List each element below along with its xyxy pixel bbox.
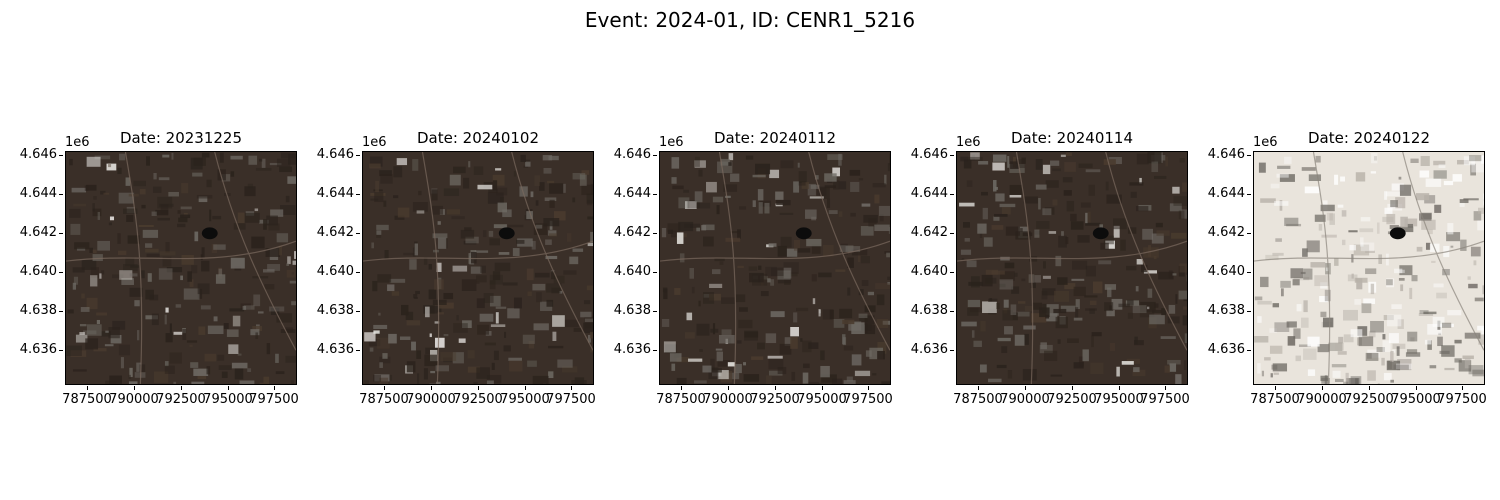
- y-offset-label: 1e6: [1253, 135, 1278, 150]
- x-tick-label: 795000: [1089, 386, 1149, 408]
- panel-2: Date: 20240102: [362, 0, 662, 500]
- panel-title: Date: 20231225: [119, 129, 243, 147]
- y-tick-label: 4.644: [898, 186, 954, 202]
- y-tick-label: 4.644: [7, 186, 63, 202]
- y-tick-label: 4.642: [898, 225, 954, 241]
- y-tick-label: 4.646: [7, 147, 63, 163]
- y-tick-label: 4.638: [1195, 303, 1251, 319]
- y-tick-label: 4.640: [7, 264, 63, 280]
- satellite-image: [65, 151, 297, 385]
- x-tick-label: 795000: [495, 386, 555, 408]
- satellite-image: [1253, 151, 1485, 385]
- x-tick-label: 787500: [1245, 386, 1305, 408]
- x-tick-label: 790000: [698, 386, 758, 408]
- y-tick-label: 4.638: [898, 303, 954, 319]
- y-tick-label: 4.640: [601, 264, 657, 280]
- y-tick-label: 4.636: [7, 342, 63, 358]
- y-tick-label: 4.640: [1195, 264, 1251, 280]
- panel-3: Date: 20240112: [659, 0, 959, 500]
- x-tick-label: 797500: [244, 386, 304, 408]
- satellite-image: [659, 151, 891, 385]
- satellite-image: [956, 151, 1188, 385]
- y-tick-label: 4.644: [1195, 186, 1251, 202]
- y-tick-label: 4.642: [601, 225, 657, 241]
- x-tick-label: 790000: [104, 386, 164, 408]
- figure-title: Event: 2024-01, ID: CENR1_5216: [584, 8, 916, 32]
- y-tick-label: 4.644: [304, 186, 360, 202]
- y-offset-label: 1e6: [659, 135, 684, 150]
- x-tick-label: 790000: [995, 386, 1055, 408]
- x-tick-label: 790000: [1292, 386, 1352, 408]
- y-tick-label: 4.642: [7, 225, 63, 241]
- x-tick-label: 795000: [198, 386, 258, 408]
- x-tick-label: 792500: [151, 386, 211, 408]
- panel-title: Date: 20240122: [1307, 129, 1431, 147]
- x-tick-label: 797500: [1432, 386, 1492, 408]
- y-tick-label: 4.636: [1195, 342, 1251, 358]
- x-tick-label: 797500: [1135, 386, 1195, 408]
- panel-5: Date: 20240122: [1253, 0, 1500, 500]
- x-tick-label: 797500: [541, 386, 601, 408]
- panel-1: Date: 20231225: [65, 0, 365, 500]
- panel-4: Date: 20240114: [956, 0, 1256, 500]
- x-tick-label: 787500: [57, 386, 117, 408]
- x-tick-label: 795000: [792, 386, 852, 408]
- panel-title: Date: 20240102: [416, 129, 540, 147]
- x-tick-label: 787500: [354, 386, 414, 408]
- y-tick-label: 4.636: [601, 342, 657, 358]
- x-tick-label: 792500: [1042, 386, 1102, 408]
- y-tick-label: 4.638: [7, 303, 63, 319]
- y-tick-label: 4.640: [304, 264, 360, 280]
- x-tick-label: 797500: [838, 386, 898, 408]
- x-tick-label: 792500: [1339, 386, 1399, 408]
- y-tick-label: 4.638: [304, 303, 360, 319]
- y-tick-label: 4.646: [898, 147, 954, 163]
- x-tick-label: 792500: [448, 386, 508, 408]
- y-tick-label: 4.640: [898, 264, 954, 280]
- panel-title: Date: 20240112: [713, 129, 837, 147]
- y-tick-label: 4.642: [1195, 225, 1251, 241]
- x-tick-label: 787500: [948, 386, 1008, 408]
- y-tick-label: 4.638: [601, 303, 657, 319]
- y-tick-label: 4.636: [304, 342, 360, 358]
- x-tick-label: 787500: [651, 386, 711, 408]
- satellite-image: [362, 151, 594, 385]
- y-offset-label: 1e6: [956, 135, 981, 150]
- panel-title: Date: 20240114: [1010, 129, 1134, 147]
- y-offset-label: 1e6: [65, 135, 90, 150]
- y-tick-label: 4.644: [601, 186, 657, 202]
- y-tick-label: 4.646: [1195, 147, 1251, 163]
- x-tick-label: 795000: [1386, 386, 1446, 408]
- y-offset-label: 1e6: [362, 135, 387, 150]
- x-tick-label: 790000: [401, 386, 461, 408]
- y-tick-label: 4.646: [304, 147, 360, 163]
- y-tick-label: 4.646: [601, 147, 657, 163]
- y-tick-label: 4.642: [304, 225, 360, 241]
- x-tick-label: 792500: [745, 386, 805, 408]
- y-tick-label: 4.636: [898, 342, 954, 358]
